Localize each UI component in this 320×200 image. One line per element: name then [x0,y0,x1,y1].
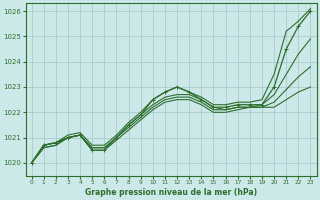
X-axis label: Graphe pression niveau de la mer (hPa): Graphe pression niveau de la mer (hPa) [85,188,257,197]
